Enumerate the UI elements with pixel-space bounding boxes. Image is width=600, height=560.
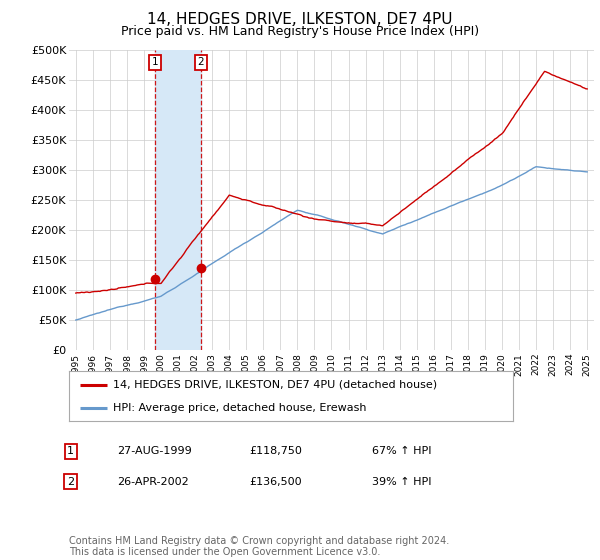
Text: 14, HEDGES DRIVE, ILKESTON, DE7 4PU (detached house): 14, HEDGES DRIVE, ILKESTON, DE7 4PU (det… (113, 380, 437, 390)
Text: HPI: Average price, detached house, Erewash: HPI: Average price, detached house, Erew… (113, 403, 367, 413)
Text: Price paid vs. HM Land Registry's House Price Index (HPI): Price paid vs. HM Land Registry's House … (121, 25, 479, 38)
Text: 67% ↑ HPI: 67% ↑ HPI (372, 446, 431, 456)
Text: 1: 1 (152, 57, 158, 67)
Text: 1: 1 (67, 446, 74, 456)
Text: 39% ↑ HPI: 39% ↑ HPI (372, 477, 431, 487)
Bar (155, 50, 200, 350)
Text: 27-AUG-1999: 27-AUG-1999 (117, 446, 192, 456)
Text: 26-APR-2002: 26-APR-2002 (117, 477, 189, 487)
Text: Contains HM Land Registry data © Crown copyright and database right 2024.
This d: Contains HM Land Registry data © Crown c… (69, 535, 449, 557)
Text: 2: 2 (67, 477, 74, 487)
Text: £118,750: £118,750 (249, 446, 302, 456)
Text: 2: 2 (197, 57, 204, 67)
Text: £136,500: £136,500 (249, 477, 302, 487)
Text: 14, HEDGES DRIVE, ILKESTON, DE7 4PU: 14, HEDGES DRIVE, ILKESTON, DE7 4PU (147, 12, 453, 27)
